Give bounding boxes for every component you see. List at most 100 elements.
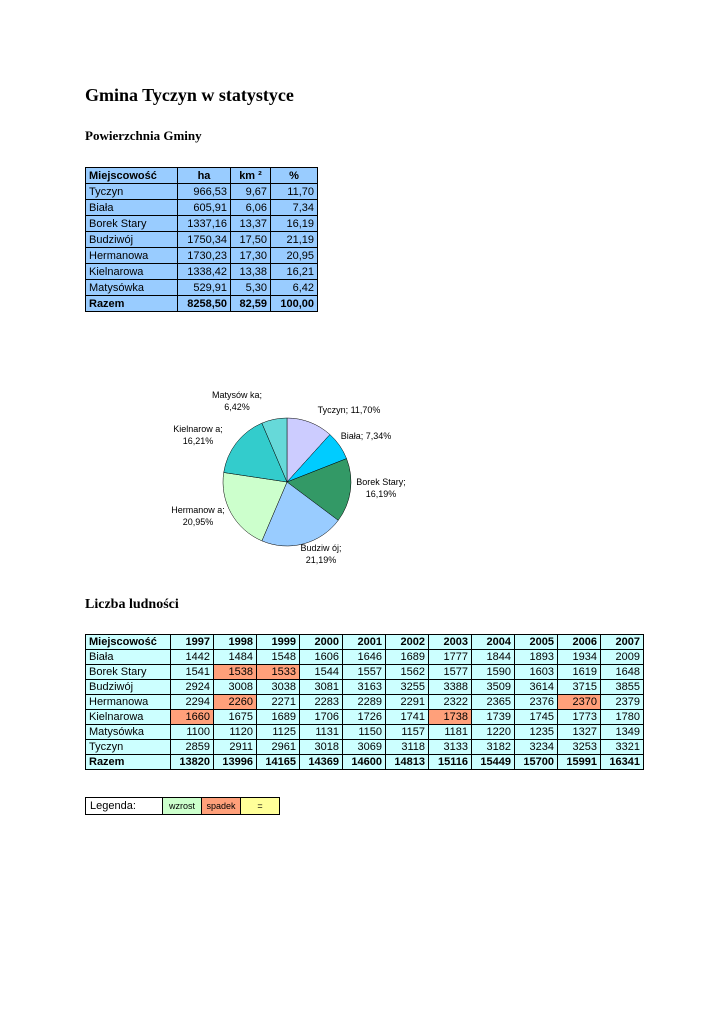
cell: 1484 — [213, 649, 257, 665]
cell: 1844 — [471, 649, 515, 665]
cell: 1619 — [557, 664, 601, 680]
cell: 3118 — [385, 739, 429, 755]
cell: 1577 — [428, 664, 472, 680]
cell: 3081 — [299, 679, 343, 695]
area-table-header-row: Miejscowość ha km ²% — [85, 167, 318, 184]
cell: 2924 — [170, 679, 214, 695]
cell: 3255 — [385, 679, 429, 695]
row-header: Biała — [85, 649, 171, 665]
section-heading-population: Liczba ludności — [85, 597, 179, 612]
cell: 3321 — [600, 739, 644, 755]
table-row: Hermanowa 1730,23 17,30 20,95 — [85, 247, 318, 264]
row-header: Budziwój — [85, 679, 171, 695]
cell: 1780 — [600, 709, 644, 725]
column-header: 2002 — [385, 634, 429, 650]
cell: 1773 — [557, 709, 601, 725]
column-header: 1998 — [213, 634, 257, 650]
cell: 3509 — [471, 679, 515, 695]
cell: 16,19 — [270, 215, 318, 232]
cell: 3133 — [428, 739, 472, 755]
cell: 82,59 — [230, 295, 271, 312]
cell: 2291 — [385, 694, 429, 710]
row-header: Borek Stary — [85, 664, 171, 680]
cell: 1338,42 — [177, 263, 231, 280]
cell: 9,67 — [230, 183, 271, 200]
row-header: Kielnarowa — [85, 709, 171, 725]
legend-item-spadek: spadek — [201, 797, 241, 815]
column-header: 1999 — [256, 634, 300, 650]
column-header: 2001 — [342, 634, 386, 650]
cell: 2294 — [170, 694, 214, 710]
table-row: Borek Stary 1541 1538 1533 1544 1557 1562 1577 1… — [85, 664, 644, 680]
cell: 1562 — [385, 664, 429, 680]
column-header: 2000 — [299, 634, 343, 650]
section-heading-area: Powierzchnia Gminy — [85, 128, 202, 143]
cell: 1741 — [385, 709, 429, 725]
cell: 1675 — [213, 709, 257, 725]
column-header: 2006 — [557, 634, 601, 650]
cell: 1603 — [514, 664, 558, 680]
row-header: Razem — [85, 295, 178, 312]
cell: 605,91 — [177, 199, 231, 216]
cell: 3234 — [514, 739, 558, 755]
table-row: Biała 1442 1484 1548 1606 1646 1689 1777 1844 189… — [85, 649, 644, 665]
table-row: Tyczyn 966,53 9,67 11,70 — [85, 183, 318, 200]
cell: 8258,50 — [177, 295, 231, 312]
cell: 1750,34 — [177, 231, 231, 248]
row-header: Borek Stary — [85, 215, 178, 232]
pie-label-tyczyn: Tyczyn; 11,70% — [317, 405, 381, 415]
column-header: 2004 — [471, 634, 515, 650]
cell: 1646 — [342, 649, 386, 665]
area-table-body: Tyczyn 966,53 9,67 11,70 Biała 605,91 6,06 7,34… — [85, 183, 318, 312]
cell: 1730,23 — [177, 247, 231, 264]
cell: 1131 — [299, 724, 343, 740]
pie-slice-budziwoj — [261, 481, 339, 547]
row-header: Razem — [85, 754, 171, 770]
pie-label-biala: Biała; 7,34% — [340, 431, 392, 441]
cell: 100,00 — [270, 295, 318, 312]
column-header: Miejscowość — [85, 167, 178, 184]
pie-slice-kielnarowa — [223, 422, 288, 483]
cell: 2911 — [213, 739, 257, 755]
legend-item-wzrost: wzrost — [162, 797, 202, 815]
cell: 1541 — [170, 664, 214, 680]
cell: 2009 — [600, 649, 644, 665]
cell: 1100 — [170, 724, 214, 740]
table-row: Biała 605,91 6,06 7,34 — [85, 199, 318, 216]
cell: 15116 — [428, 754, 472, 770]
cell: 14600 — [342, 754, 386, 770]
cell: 15991 — [557, 754, 601, 770]
table-row: Budziwój 2924 3008 3038 3081 3163 3255 3388 3509… — [85, 679, 644, 695]
cell: 3018 — [299, 739, 343, 755]
row-header: Matysówka — [85, 279, 178, 296]
cell: 3253 — [557, 739, 601, 755]
pie-slice-hermanowa — [222, 472, 288, 542]
cell: 13996 — [213, 754, 257, 770]
cell: 1777 — [428, 649, 472, 665]
pie-slice-matysowka — [261, 417, 288, 483]
legend: Legenda: wzrost spadek = — [85, 797, 280, 815]
cell: 16341 — [600, 754, 644, 770]
cell: 1544 — [299, 664, 343, 680]
cell: 1349 — [600, 724, 644, 740]
cell: 1689 — [256, 709, 300, 725]
cell: 1893 — [514, 649, 558, 665]
cell: 1557 — [342, 664, 386, 680]
cell: 17,50 — [230, 231, 271, 248]
column-header: Miejscowość — [85, 634, 171, 650]
cell: 1706 — [299, 709, 343, 725]
cell: 1590 — [471, 664, 515, 680]
cell: 2370 — [557, 694, 601, 710]
pie-label-hermanowa: Hermanow a; 20,95% — [171, 505, 225, 527]
cell: 1157 — [385, 724, 429, 740]
cell: 5,30 — [230, 279, 271, 296]
cell: 1235 — [514, 724, 558, 740]
cell: 1533 — [256, 664, 300, 680]
cell: 3715 — [557, 679, 601, 695]
population-table-header-row: Miejscowość 1997 1998 1999 2000 2001 2002 2003 2… — [85, 634, 644, 650]
cell: 1726 — [342, 709, 386, 725]
column-header: km ² — [230, 167, 271, 184]
column-header: % — [270, 167, 318, 184]
pie-chart — [222, 417, 352, 547]
